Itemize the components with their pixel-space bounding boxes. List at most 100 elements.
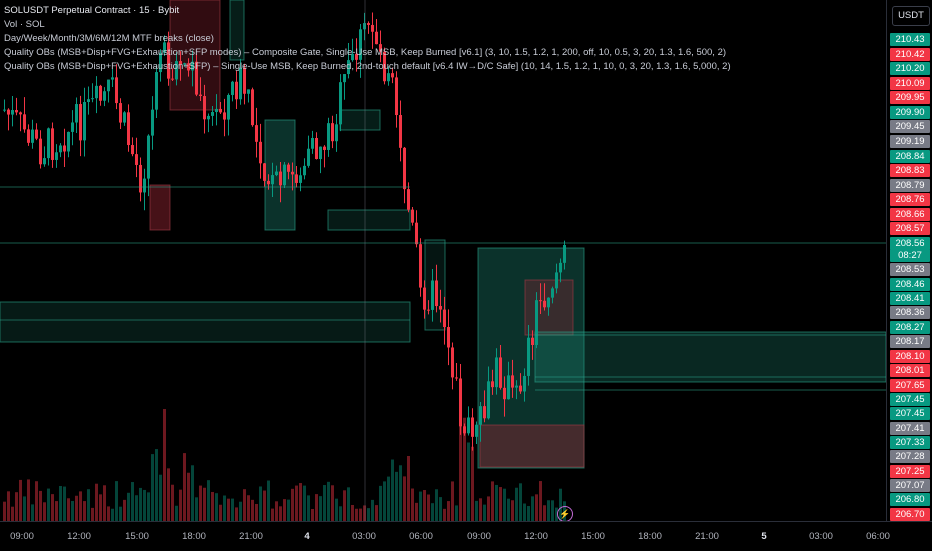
volume-bar (87, 489, 90, 521)
volume-bar (555, 507, 558, 521)
legend-ob-indicator-v64[interactable]: Quality OBs (MSB+Disp+FVG+Exhaustion+SFP… (4, 61, 731, 72)
candle-body (319, 146, 322, 159)
volume-bar (119, 506, 122, 521)
candle-body (79, 104, 82, 141)
candle-body (251, 89, 254, 126)
volume-bar (159, 474, 162, 521)
volume-bar (507, 498, 510, 521)
candle-body (395, 77, 398, 116)
candlestick-chart[interactable] (0, 0, 886, 521)
candle-body (15, 110, 18, 113)
volume-bar (543, 505, 546, 521)
time-label: 12:00 (67, 531, 91, 542)
candle-body (259, 141, 262, 164)
candle-body (439, 306, 442, 310)
volume-bar (115, 481, 118, 521)
legend-symbol[interactable]: SOLUSDT Perpetual Contract · 15 · Bybit (4, 5, 180, 16)
volume-bar (475, 500, 478, 521)
volume-bar (11, 506, 14, 521)
candle-body (539, 300, 542, 302)
candle-body (183, 63, 186, 65)
candle-body (227, 94, 230, 120)
candle-body (403, 147, 406, 190)
volume-bar (331, 485, 334, 521)
volume-bar (27, 479, 30, 521)
volume-bar (535, 494, 538, 521)
price-label: 208.27 (890, 321, 930, 334)
price-label: 207.45 (890, 407, 930, 420)
volume-bar (47, 488, 50, 521)
time-label: 09:00 (467, 531, 491, 542)
volume-bar (131, 482, 134, 521)
candle-body (463, 426, 466, 434)
time-label: 15:00 (125, 531, 149, 542)
candle-body (371, 24, 374, 32)
volume-bar (75, 495, 78, 521)
candle-body (391, 73, 394, 78)
volume-bar (315, 494, 318, 521)
volume-bar (359, 508, 362, 521)
volume-bar (91, 507, 94, 521)
volume-bar (251, 499, 254, 521)
volume-bar (355, 508, 358, 521)
price-label: 208.17 (890, 335, 930, 348)
volume-bar (395, 471, 398, 521)
volume-bar (451, 481, 454, 521)
volume-bar (7, 491, 10, 521)
time-axis[interactable]: 09:00 12:00 15:00 18:00 21:00 4 03:00 06:00 09:0… (0, 521, 932, 551)
candle-body (503, 387, 506, 400)
volume-bar (547, 500, 550, 521)
currency-button[interactable]: USDT (892, 6, 930, 26)
candle-body (367, 23, 370, 25)
chart-canvas[interactable]: SOLUSDT Perpetual Contract · 15 · Bybit … (0, 0, 886, 521)
candle-body (111, 77, 114, 80)
candle-body (327, 123, 330, 150)
candle-body (531, 337, 534, 345)
price-label: 206.80 (890, 493, 930, 506)
volume-bar (519, 483, 522, 521)
volume-bar (19, 479, 22, 521)
price-label: 208.53 (890, 263, 930, 276)
volume-bar (531, 496, 534, 521)
volume-bar (431, 503, 434, 521)
volume-bar (243, 489, 246, 521)
volume-bar (95, 483, 98, 521)
volume-bar (343, 490, 346, 521)
volume-bar (239, 501, 242, 521)
volume-bar (539, 481, 542, 521)
order-block-zone (0, 301, 411, 343)
time-label: 06:00 (409, 531, 433, 542)
volume-bar (499, 487, 502, 521)
price-label: 207.07 (890, 479, 930, 492)
candle-body (151, 109, 154, 136)
price-axis[interactable]: 210.43 210.42 210.20 210.09 209.95 209.90 209.… (886, 0, 932, 521)
order-block-zone (479, 424, 585, 468)
candle-body (239, 67, 242, 100)
volume-bar (419, 491, 422, 521)
bolt-icon[interactable]: ⚡ (557, 506, 573, 521)
candle-body (235, 81, 238, 100)
volume-bar (235, 507, 238, 521)
candle-body (243, 67, 246, 94)
candle-body (375, 31, 378, 45)
price-label: 208.76 (890, 193, 930, 206)
candle-body (379, 44, 382, 52)
candle-body (103, 91, 106, 101)
time-label: 12:00 (524, 531, 548, 542)
volume-bar (207, 480, 210, 521)
candle-body (467, 417, 470, 434)
order-block-zone (534, 331, 886, 383)
legend-volume[interactable]: Vol · SOL (4, 19, 45, 30)
candle-body (71, 122, 74, 132)
candle-body (299, 175, 302, 183)
volume-bar (467, 442, 470, 521)
candle-body (335, 124, 338, 142)
price-label: 207.25 (890, 465, 930, 478)
candle-body (443, 309, 446, 328)
candle-body (535, 300, 538, 345)
volume-bar (155, 449, 158, 521)
legend-mtf-indicator[interactable]: Day/Week/Month/3M/6M/12M MTF breaks (clo… (4, 33, 214, 44)
legend-ob-indicator-v61[interactable]: Quality OBs (MSB+Disp+FVG+Exhaustion+SFP… (4, 47, 727, 58)
price-label: 208.83 (890, 164, 930, 177)
candle-body (519, 385, 522, 392)
